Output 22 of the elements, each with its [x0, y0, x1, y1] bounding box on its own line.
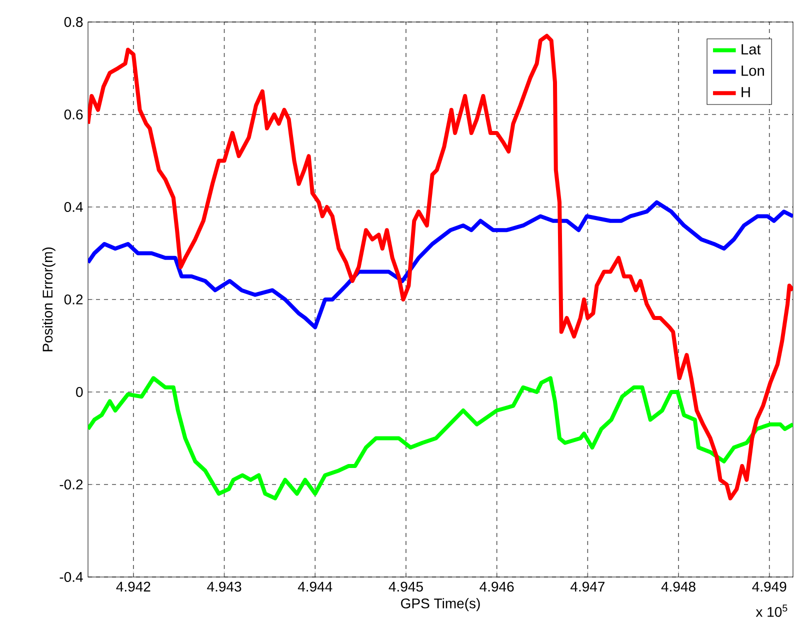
- x-axis-title: GPS Time(s): [401, 598, 480, 612]
- x-tick-label: 4.949: [752, 582, 786, 592]
- x-tick-label: 4.945: [388, 582, 423, 592]
- y-tick-label: -0.4: [60, 572, 83, 582]
- legend-label: Lon: [742, 66, 764, 76]
- x-tick-label: 4.942: [116, 582, 150, 592]
- x-tick-label: 4.944: [298, 582, 332, 592]
- y-tick-label: 0.8: [64, 17, 83, 27]
- text: x 10$^{5}$: [756, 604, 788, 617]
- y-tick-label: -0.2: [60, 480, 83, 490]
- y-tick-label: 0: [76, 387, 83, 397]
- x-tick-label: 4.943: [207, 582, 242, 592]
- legend-label: H: [742, 87, 750, 98]
- x-tick-label: 4.948: [661, 582, 696, 592]
- x-tick-label: 4.947: [570, 582, 604, 592]
- legend-label: Lat: [742, 44, 761, 54]
- y-tick-label: 0.4: [64, 202, 83, 212]
- line-series: [88, 34, 793, 500]
- y-axis-title: Position Error(m): [42, 247, 56, 352]
- y-tick-label: 0.2: [64, 294, 83, 304]
- y-tick-label: 0.6: [64, 110, 83, 120]
- x-tick-label: 4.946: [480, 582, 514, 592]
